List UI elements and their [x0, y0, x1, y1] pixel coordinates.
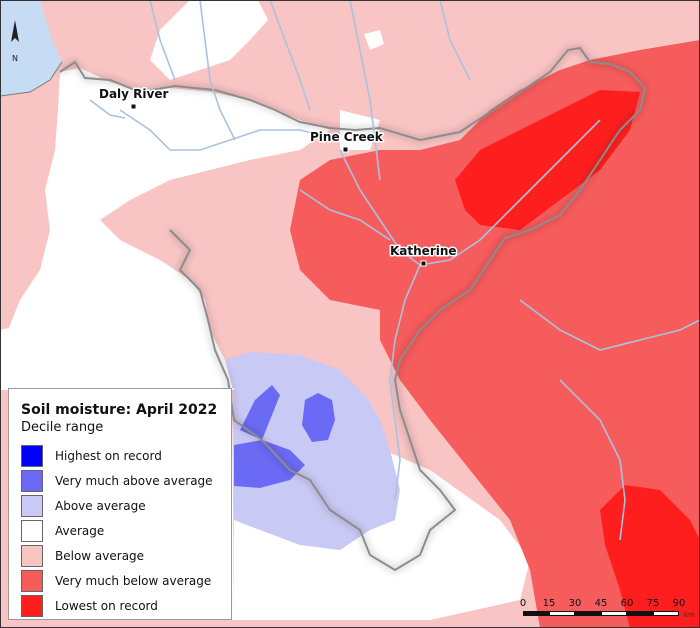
legend-label: Very much below average [55, 573, 212, 588]
rivers [89, 0, 700, 541]
legend-label: Highest on record [55, 448, 162, 463]
legend-items: Highest on record Very much above average… [21, 443, 231, 618]
catchment-boundary [59, 46, 647, 572]
region-average-spot [364, 30, 384, 50]
scale-segment [549, 611, 575, 616]
scale-tick: 75 [646, 598, 660, 609]
scale-tick: 15 [542, 598, 556, 609]
scale-segment [601, 611, 627, 616]
legend-swatch [21, 444, 43, 467]
region-average-north [150, 0, 268, 80]
coastline [0, 61, 63, 97]
scale-segment [627, 611, 653, 616]
legend-swatch [21, 519, 43, 542]
legend-label: Lowest on record [55, 598, 158, 613]
legend-swatch [21, 494, 43, 517]
town-pine-creek: Pine Creek [309, 129, 385, 153]
legend-subtitle: Decile range [21, 420, 104, 435]
svg-text:Pine Creek: Pine Creek [310, 130, 384, 144]
scale-tick: 30 [568, 598, 582, 609]
scale-bar: km 0 15 30 45 60 75 90 [519, 598, 697, 624]
legend-label: Below average [55, 548, 145, 563]
legend-swatch [21, 569, 43, 592]
legend-item: Very much above average [21, 468, 231, 493]
scale-tick: 90 [672, 598, 686, 609]
scale-segment [653, 611, 679, 616]
legend-item: Average [21, 518, 231, 543]
north-arrow: N [11, 20, 19, 63]
legend-swatch [21, 544, 43, 567]
region-very-much-above-average-2 [234, 440, 305, 488]
scale-tick: 45 [594, 598, 608, 609]
scale-unit: km [684, 611, 695, 619]
legend: Soil moisture: April 2022 Decile range H… [8, 388, 232, 620]
region-very-much-above-average-3 [302, 393, 335, 442]
legend-item: Highest on record [21, 443, 231, 468]
town-katherine: Katherine [389, 243, 458, 267]
scale-tick: 0 [519, 598, 527, 609]
town-daly-river: Daly River [98, 86, 170, 110]
legend-swatch [21, 594, 43, 617]
svg-text:N: N [12, 54, 18, 63]
legend-item: Below average [21, 543, 231, 568]
region-very-much-below-average [290, 40, 700, 628]
legend-item: Very much below average [21, 568, 231, 593]
region-lowest-on-record-north [455, 90, 640, 230]
legend-label: Above average [55, 498, 146, 513]
legend-title: Soil moisture: April 2022 [21, 402, 218, 418]
scale-segment [523, 611, 549, 616]
region-very-much-above-average-1 [240, 385, 280, 440]
scale-segment [575, 611, 601, 616]
region-lowest-on-record-south [600, 485, 700, 628]
legend-swatch [21, 469, 43, 492]
scale-tick: 60 [620, 598, 634, 609]
legend-item: Above average [21, 493, 231, 518]
svg-text:Katherine: Katherine [390, 244, 457, 258]
legend-item: Lowest on record [21, 593, 231, 618]
legend-label: Average [55, 523, 105, 538]
svg-text:Daly River: Daly River [99, 87, 168, 101]
legend-label: Very much above average [55, 473, 213, 488]
